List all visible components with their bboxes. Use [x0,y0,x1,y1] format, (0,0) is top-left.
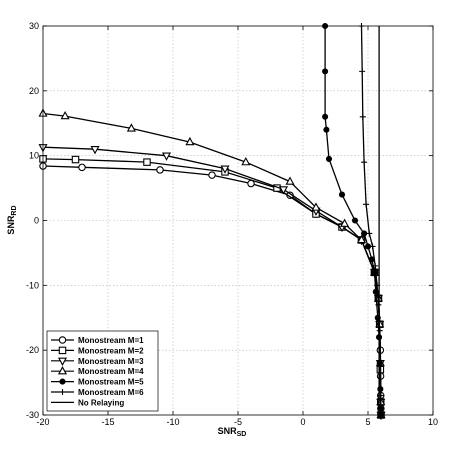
x-tick-label: -5 [234,417,242,427]
x-axis-label: SNRSD [218,426,247,438]
data-point [322,113,329,120]
data-point [208,171,216,179]
x-tick-label: 0 [300,417,305,427]
data-point [161,152,172,161]
data-point [366,230,373,237]
data-point [325,155,333,162]
data-point [185,136,195,146]
data-point [323,126,330,133]
legend-marker [57,357,68,366]
data-point [363,201,370,208]
x-tick-label: 5 [365,417,370,427]
legend-label: Monostream M=1 [78,336,144,345]
x-tick-label: -15 [101,417,114,427]
legend-marker [58,346,67,355]
data-point [377,360,384,367]
legend-label: Monostream M=5 [78,378,144,387]
data-point [338,191,346,198]
legend-entry: Monostream M=5 [51,378,144,387]
data-point [322,68,329,75]
legend-entry: Monostream M=1 [51,336,144,345]
legend-marker [57,366,68,375]
legend-marker [59,389,66,395]
series-layer [38,22,386,421]
data-point [375,301,382,308]
y-tick-label: 30 [29,21,39,31]
legend-label: Monostream M=6 [78,388,144,397]
legend-marker [59,378,66,385]
data-point [90,146,100,155]
y-tick-label: -30 [26,410,39,420]
data-point [311,202,321,211]
data-point [285,176,295,185]
legend-entry: Monostream M=6 [51,388,144,397]
data-point [361,159,368,166]
legend-label: Monostream M=2 [78,346,144,355]
legend-label: No Relaying [78,398,124,407]
data-point [156,166,164,174]
series-line [360,25,382,416]
y-axis-label: SNRRD [6,205,18,234]
x-tick-label: -10 [166,417,179,427]
legend-label: Monostream M=3 [78,357,144,366]
legend-entry: Monostream M=4 [51,366,144,376]
legend-entry: Monostream M=2 [51,346,144,355]
data-point [220,165,230,174]
data-point [78,163,86,172]
x-tick-label: -20 [36,417,49,427]
y-tick-label: -10 [26,280,39,290]
y-tick-label: 10 [29,151,39,161]
y-tick-label: -20 [26,345,39,355]
x-tick-label: 10 [428,417,438,427]
data-point [60,110,70,120]
y-tick-label: 0 [34,216,39,226]
data-point [241,157,251,166]
data-point [351,217,359,224]
data-point [126,123,136,132]
legend-entry: Monostream M=3 [51,357,144,366]
data-point [369,243,376,250]
data-point [359,68,366,75]
data-point [143,158,151,166]
data-point [71,155,80,164]
data-point [278,186,289,195]
data-point [372,262,379,269]
data-point [359,113,366,120]
legend-entry: No Relaying [51,398,124,407]
data-point [340,218,350,227]
legend-marker [58,336,67,344]
data-point [356,234,367,244]
data-point [361,230,368,237]
y-tick-label: 20 [29,86,39,96]
legend-label: Monostream M=4 [78,367,144,376]
